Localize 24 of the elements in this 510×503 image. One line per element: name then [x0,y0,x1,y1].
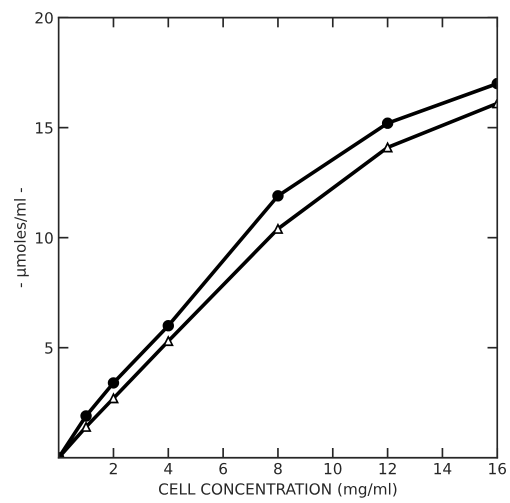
point [382,118,394,129]
point [108,377,120,389]
y-tick-label: 20 [35,12,53,24]
y-tick-label: 15 [36,122,52,134]
x-tick-label: 6 [219,462,228,474]
point [272,224,283,234]
y-tick-label: 5 [45,342,52,354]
point [272,190,284,202]
point [163,336,174,346]
x-tick-label: 16 [489,462,506,474]
point [108,393,118,404]
y-tick-label: 10 [36,232,53,244]
x-tick-label: 14 [434,463,452,474]
x-tick-label: 2 [110,462,117,474]
x-tick-label: 10 [324,462,342,474]
point [81,422,92,432]
x-tick-label: 8 [274,462,282,474]
x-axis-title: CELL CONCENTRATION (mg/ml) [159,482,396,498]
point [162,320,174,332]
point [382,142,393,152]
x-tick-label: 12 [380,462,396,474]
y-axis-title: - µmoles/ml - [14,188,29,288]
x-tick-label: 4 [164,463,172,474]
point [80,410,92,422]
